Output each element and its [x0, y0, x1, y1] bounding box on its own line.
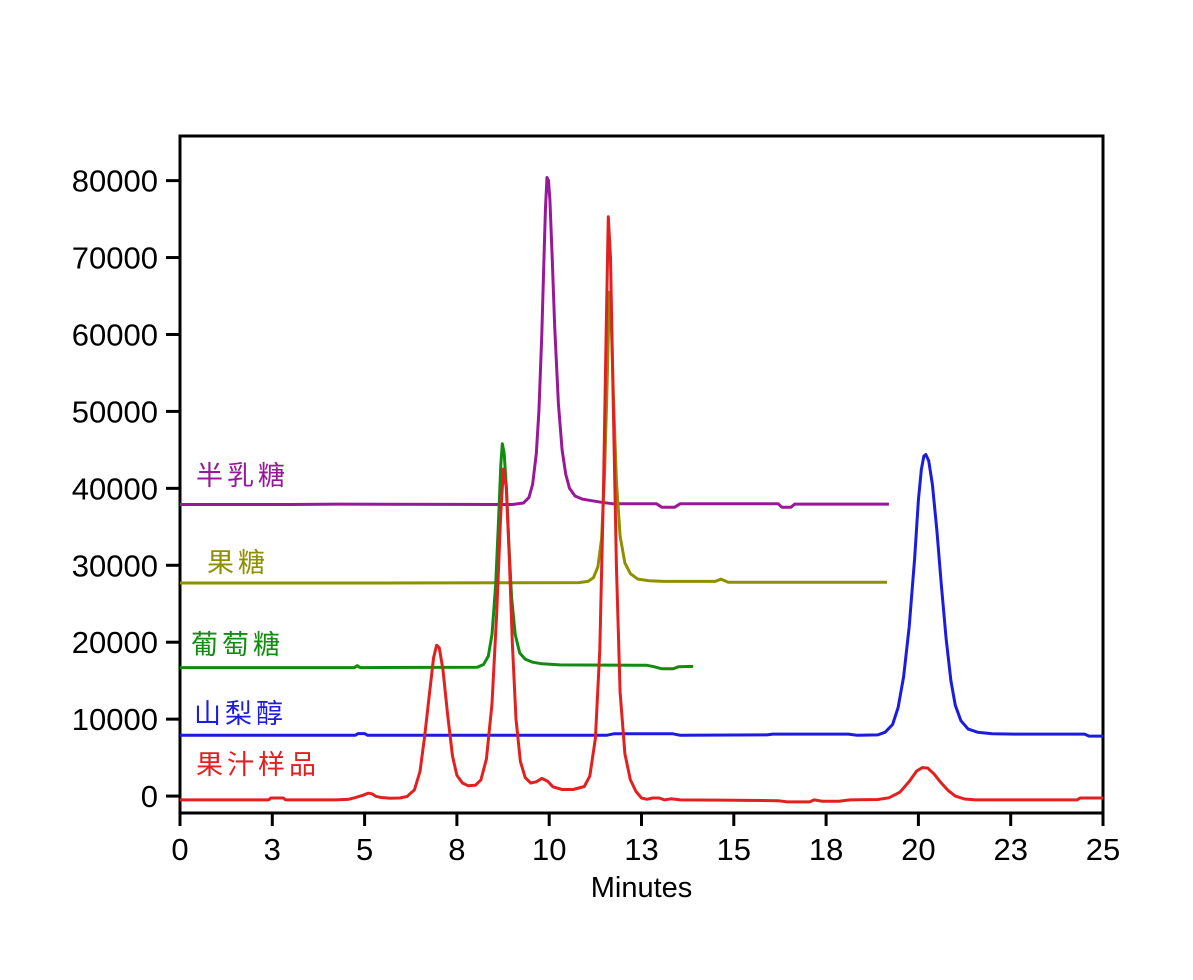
- trace-galactose: [180, 176, 889, 509]
- trace-sorbitol: [180, 453, 1103, 738]
- trace-fructose: [180, 290, 887, 585]
- series-label-galactose: 半乳糖: [196, 461, 289, 491]
- y-tick-label: 60000: [72, 317, 158, 352]
- x-tick-label: 10: [532, 832, 566, 867]
- series-label-sorbitol: 山梨醇: [194, 699, 287, 729]
- x-tick-label: 18: [809, 832, 843, 867]
- x-tick-label: 3: [264, 832, 281, 867]
- y-tick-label: 40000: [72, 471, 158, 506]
- trace-juice-sample: [180, 215, 1103, 804]
- x-tick-label: 0: [171, 832, 188, 867]
- x-tick-label: 23: [993, 832, 1027, 867]
- y-tick-label: 10000: [72, 702, 158, 737]
- x-tick-label: 5: [356, 832, 373, 867]
- plot-border: [178, 134, 1105, 815]
- y-tick-label: 50000: [72, 394, 158, 429]
- x-axis-title: Minutes: [590, 872, 693, 904]
- y-tick-label: 70000: [72, 241, 158, 276]
- series-label-fructose: 果糖: [207, 548, 269, 578]
- y-tick-label: 30000: [72, 548, 158, 583]
- y-tick-label: 80000: [72, 164, 158, 199]
- series-label-glucose: 葡萄糖: [191, 630, 284, 660]
- y-tick-label: 20000: [72, 625, 158, 660]
- x-tick-label: 25: [1086, 832, 1120, 867]
- x-tick-label: 8: [448, 832, 465, 867]
- x-tick-label: 15: [717, 832, 751, 867]
- x-tick-label: 13: [624, 832, 658, 867]
- series-label-juice-sample: 果汁样品: [196, 750, 320, 780]
- x-tick-label: 20: [901, 832, 935, 867]
- y-tick-label: 0: [141, 779, 158, 814]
